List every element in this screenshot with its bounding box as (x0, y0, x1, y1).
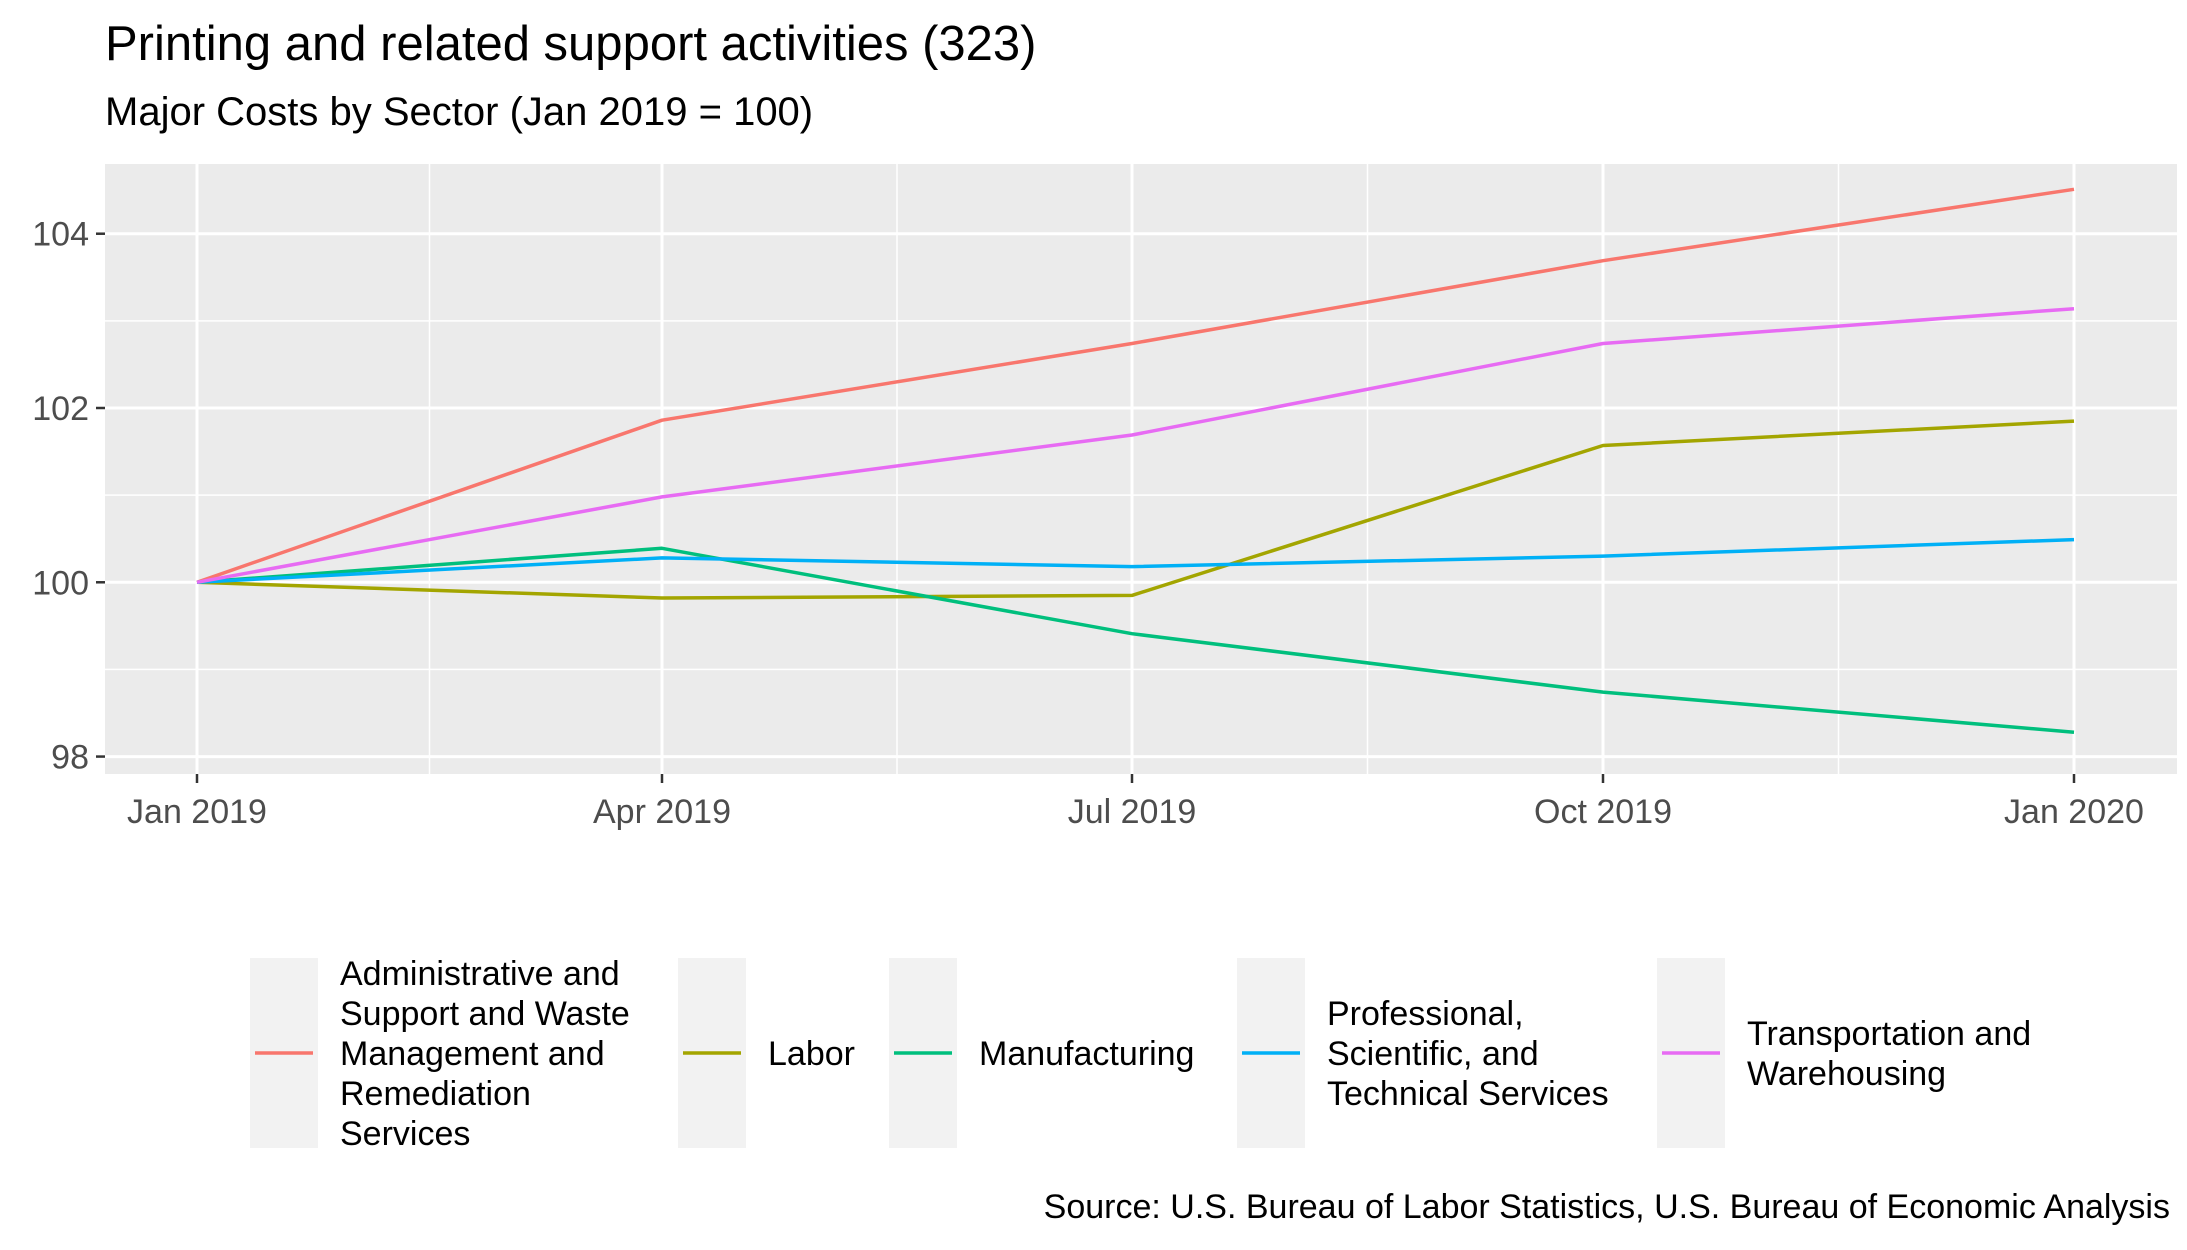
legend-label: Technical Services (1327, 1075, 1609, 1113)
y-tick-label: 98 (51, 739, 89, 777)
legend-label: Administrative and (340, 955, 620, 993)
chart-caption: Source: U.S. Bureau of Labor Statistics,… (1043, 1188, 2170, 1226)
legend-label: Transportation and (1747, 1015, 2031, 1053)
x-tick-label: Jan 2019 (127, 793, 267, 831)
legend-label: Manufacturing (979, 1035, 1194, 1073)
legend-label: Scientific, and (1327, 1035, 1539, 1073)
series-lines (196, 187, 2075, 734)
series-line (196, 306, 2075, 585)
legend-label: Management and (340, 1035, 605, 1073)
series-line (196, 187, 2075, 584)
major-gridlines (105, 164, 2177, 774)
legend-label: Professional, (1327, 995, 1524, 1033)
y-axis: 98 100 102 104 (32, 216, 105, 777)
y-tick-label: 100 (32, 564, 89, 602)
y-tick-label: 102 (32, 390, 89, 428)
legend-label: Support and Waste (340, 995, 630, 1033)
legend-item: Manufacturing (889, 958, 1194, 1148)
x-tick-label: Apr 2019 (593, 793, 731, 831)
chart-subtitle: Major Costs by Sector (Jan 2019 = 100) (105, 90, 814, 134)
legend-label: Remediation (340, 1075, 531, 1113)
chart-title: Printing and related support activities … (105, 17, 1037, 71)
x-tick-label: Jan 2020 (2004, 793, 2144, 831)
series-line (196, 546, 2075, 734)
legend-label: Warehousing (1747, 1055, 1946, 1093)
legend-label: Services (340, 1115, 470, 1153)
series-line (196, 537, 2075, 585)
plot-panel (105, 164, 2177, 774)
x-tick-label: Oct 2019 (1534, 793, 1672, 831)
x-tick-label: Jul 2019 (1068, 793, 1197, 831)
series-line (196, 419, 2075, 600)
minor-gridlines (105, 164, 2177, 774)
x-axis: Jan 2019 Apr 2019 Jul 2019 Oct 2019 Jan 2020 (127, 774, 2144, 831)
legend-item: Labor (678, 958, 855, 1148)
y-tick-label: 104 (32, 216, 89, 254)
legend-label: Labor (768, 1035, 855, 1073)
